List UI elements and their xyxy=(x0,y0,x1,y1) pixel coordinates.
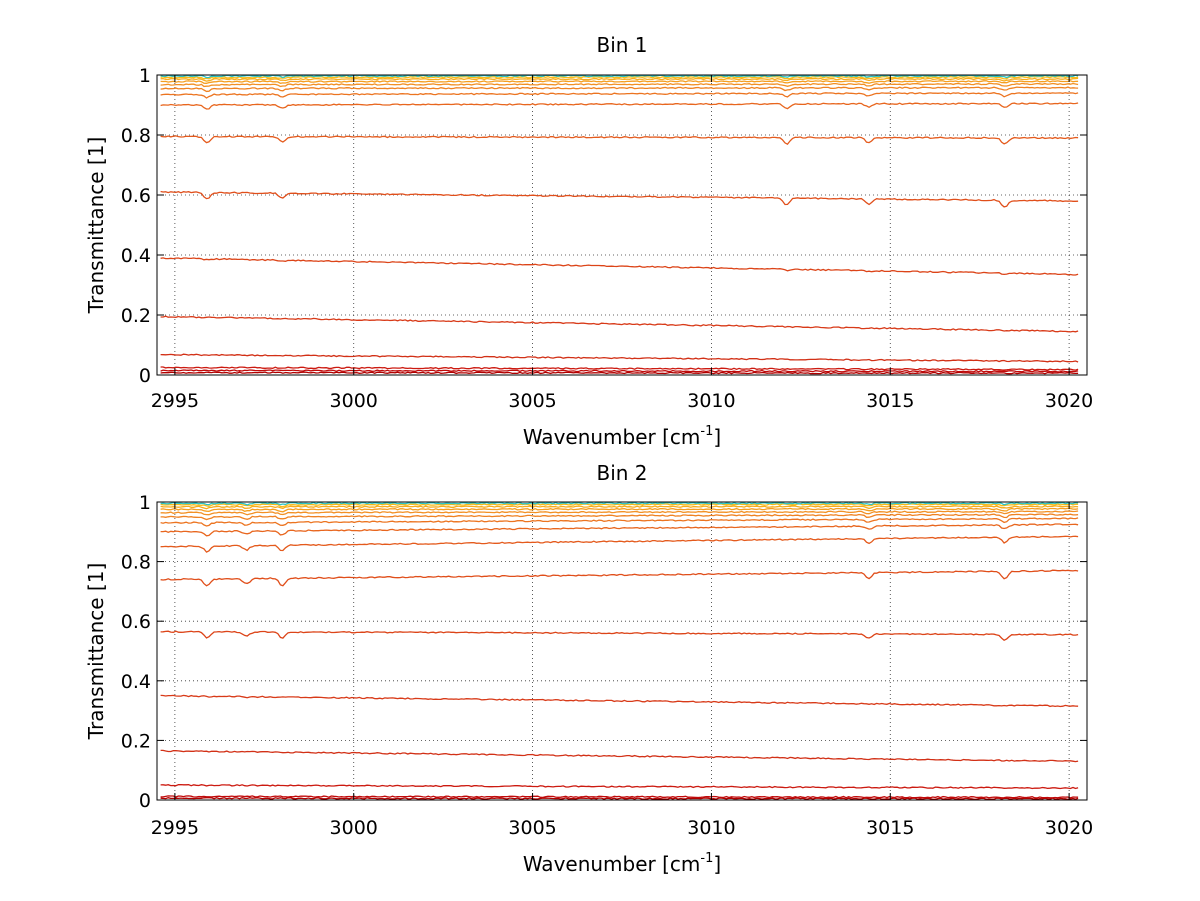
y-tick-label: 0 xyxy=(139,790,151,812)
series-line xyxy=(160,366,1079,371)
series-line xyxy=(160,92,1079,99)
y-tick-label: 0.6 xyxy=(121,185,151,207)
series-line xyxy=(160,82,1079,88)
series-line xyxy=(160,190,1079,208)
series-line xyxy=(160,315,1079,333)
x-tick-label: 3000 xyxy=(330,390,378,412)
y-axis-label: Transmittance [1] xyxy=(84,563,108,741)
series-line xyxy=(160,74,1079,79)
series-group xyxy=(160,501,1079,801)
y-tick-label: 1 xyxy=(139,492,151,514)
y-tick-label: 0.8 xyxy=(121,552,151,574)
series-line xyxy=(160,630,1079,641)
series-line xyxy=(160,501,1079,506)
x-tick-label: 3010 xyxy=(687,390,735,412)
x-axis-label-suffix: ] xyxy=(713,852,721,876)
series-line xyxy=(160,80,1079,84)
series-line xyxy=(160,505,1079,510)
x-tick-label: 3015 xyxy=(866,817,914,839)
chart-title: Bin 1 xyxy=(596,33,647,57)
series-line xyxy=(160,353,1079,363)
y-tick-label: 0 xyxy=(139,365,151,387)
series-line xyxy=(160,257,1079,276)
series-line xyxy=(160,749,1079,763)
y-tick-label: 1 xyxy=(139,65,151,87)
x-axis-label-superscript: -1 xyxy=(700,424,713,439)
series-line xyxy=(160,569,1079,587)
x-tick-label: 3015 xyxy=(866,390,914,412)
y-tick-label: 0.4 xyxy=(121,671,151,693)
series-line xyxy=(160,371,1079,375)
y-tick-label: 0.2 xyxy=(121,305,151,327)
series-line xyxy=(160,513,1079,521)
series-line xyxy=(160,517,1079,527)
y-tick-label: 0.8 xyxy=(121,125,151,147)
chart-title: Bin 2 xyxy=(596,461,647,485)
x-axis-label-suffix: ] xyxy=(713,425,721,449)
y-tick-label: 0.6 xyxy=(121,611,151,633)
series-line xyxy=(160,102,1079,110)
series-line xyxy=(160,694,1079,708)
series-line xyxy=(160,783,1079,790)
series-line xyxy=(160,75,1079,80)
series-line xyxy=(160,135,1079,146)
x-tick-label: 2995 xyxy=(151,817,199,839)
series-line xyxy=(160,86,1079,93)
x-tick-label: 3020 xyxy=(1045,817,1093,839)
y-axis-label: Transmittance [1] xyxy=(84,137,108,315)
x-axis-label-main: Wavenumber [cm xyxy=(523,425,701,449)
axes-box xyxy=(156,501,1088,801)
x-axis-label: Wavenumber [cm-1] xyxy=(523,424,721,449)
series-line xyxy=(160,797,1079,801)
series-line xyxy=(160,795,1079,799)
series-line xyxy=(160,503,1079,508)
y-tick-label: 0.2 xyxy=(121,730,151,752)
x-tick-label: 3020 xyxy=(1045,390,1093,412)
chart-2: Bin 2 2995 3000 3005 3010 3015 3020 0 0.2 0.4 0.6 0… xyxy=(84,461,1093,876)
y-tick-label: 0.4 xyxy=(121,245,151,267)
x-axis-label-superscript: -1 xyxy=(700,851,713,866)
x-tick-label: 3010 xyxy=(687,817,735,839)
series-line xyxy=(160,535,1079,553)
chart-1: Bin 1 2995 3000 3005 3010 3015 3020 0 0.2 0.4 0.6 0… xyxy=(84,33,1093,449)
series-line xyxy=(160,510,1079,516)
x-axis-label-main: Wavenumber [cm xyxy=(523,852,701,876)
series-line xyxy=(160,523,1079,537)
x-tick-label: 3005 xyxy=(508,817,556,839)
x-tick-label: 2995 xyxy=(151,390,199,412)
x-axis-label: Wavenumber [cm-1] xyxy=(523,851,721,876)
axes-box xyxy=(156,74,1088,376)
x-tick-label: 3005 xyxy=(508,390,556,412)
series-line xyxy=(160,77,1079,82)
series-group xyxy=(160,74,1079,375)
series-line xyxy=(160,507,1079,513)
series-line xyxy=(160,369,1079,373)
x-tick-label: 3000 xyxy=(330,817,378,839)
